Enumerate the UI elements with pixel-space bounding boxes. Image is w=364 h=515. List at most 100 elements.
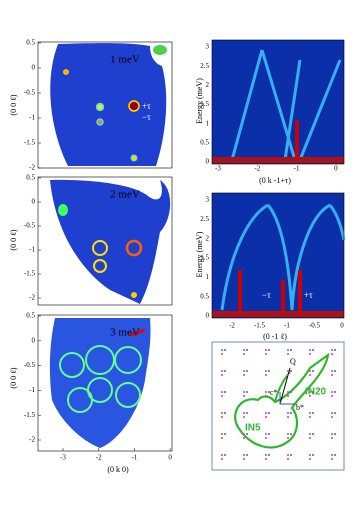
lattice-dot bbox=[268, 370, 270, 372]
lattice-dot bbox=[312, 349, 314, 351]
lattice-dot bbox=[221, 433, 223, 435]
x-tick-label: 0 bbox=[340, 322, 344, 330]
x-tick-label: -1 bbox=[294, 165, 300, 173]
lattice-dot bbox=[243, 395, 245, 397]
y-tick-label: 0 bbox=[32, 198, 36, 206]
lattice-dot bbox=[221, 454, 223, 456]
annotation: +τ bbox=[142, 101, 151, 111]
x-tick-label: -3 bbox=[60, 454, 66, 462]
lattice-dot bbox=[331, 416, 333, 418]
lattice-dot bbox=[331, 433, 333, 435]
lattice-dot bbox=[309, 374, 311, 376]
spot bbox=[131, 292, 137, 298]
lattice-dot bbox=[309, 458, 311, 460]
y-axis-label: (0 0 ℓ) bbox=[9, 94, 18, 115]
lattice-dot bbox=[287, 395, 289, 397]
lattice-dot bbox=[331, 349, 333, 351]
lattice-dot bbox=[334, 349, 336, 351]
y-tick-label: 0 bbox=[206, 158, 210, 166]
lattice-dot bbox=[246, 412, 248, 414]
map-panel-1 bbox=[37, 41, 173, 169]
y-tick-label: -1 bbox=[29, 386, 35, 394]
ring bbox=[92, 240, 108, 256]
lattice-dot bbox=[287, 353, 289, 355]
lattice-dot bbox=[224, 370, 226, 372]
lattice-dot bbox=[224, 454, 226, 456]
lattice-dot bbox=[265, 374, 267, 376]
lattice-dot bbox=[334, 370, 336, 372]
lattice-dot bbox=[312, 454, 314, 456]
lattice-dot bbox=[221, 395, 223, 397]
spot bbox=[63, 69, 69, 75]
lattice-dot bbox=[221, 416, 223, 418]
intensity-map bbox=[50, 179, 171, 304]
lattice-dot bbox=[224, 433, 226, 435]
panel-title: 2 meV bbox=[110, 189, 140, 201]
y-tick-label: 0.5 bbox=[200, 292, 209, 300]
y-tick-label: -1.5 bbox=[24, 139, 36, 147]
x-tick-label: -2 bbox=[96, 454, 102, 462]
y-tick-label: 2.5 bbox=[200, 62, 209, 70]
lattice-dot bbox=[312, 370, 314, 372]
lattice-dot bbox=[243, 437, 245, 439]
lattice-dot bbox=[290, 454, 292, 456]
lattice-dot bbox=[246, 349, 248, 351]
x-axis-label: (0 k -1+τ) bbox=[259, 176, 291, 185]
lattice-dot bbox=[331, 353, 333, 355]
spot bbox=[58, 204, 68, 216]
y-tick-label: -1 bbox=[29, 114, 35, 122]
lattice-dot bbox=[287, 412, 289, 414]
lattice-dot bbox=[331, 454, 333, 456]
lattice-dot bbox=[287, 433, 289, 435]
in5-label: IN5 bbox=[245, 423, 261, 434]
lattice-dot bbox=[265, 458, 267, 460]
lattice-dot bbox=[331, 374, 333, 376]
x-tick-label: -2 bbox=[254, 165, 260, 173]
elastic-line bbox=[212, 311, 344, 317]
dispersion-panel-2 bbox=[211, 192, 346, 319]
elastic-line bbox=[212, 157, 344, 163]
lattice-dot bbox=[224, 412, 226, 414]
lattice-dot bbox=[309, 370, 311, 372]
lattice-dot bbox=[221, 437, 223, 439]
lattice-dot bbox=[334, 433, 336, 435]
y-tick-label: 1 bbox=[206, 119, 210, 127]
lattice-dot bbox=[309, 395, 311, 397]
lattice-dot bbox=[265, 454, 267, 456]
lattice-dot bbox=[287, 370, 289, 372]
x-tick-label: 0 bbox=[168, 454, 172, 462]
lattice-dot bbox=[221, 349, 223, 351]
lattice-dot bbox=[331, 458, 333, 460]
lattice-dot bbox=[331, 412, 333, 414]
lattice-dot bbox=[243, 416, 245, 418]
ring bbox=[93, 259, 107, 273]
panel-title: 3 meV bbox=[110, 327, 140, 339]
lattice-dot bbox=[334, 412, 336, 414]
lattice-dot bbox=[268, 433, 270, 435]
lattice-dot bbox=[265, 349, 267, 351]
b-star-label: b* bbox=[296, 403, 304, 412]
x-tick-label: -1.5 bbox=[254, 322, 266, 330]
lattice-dot bbox=[334, 454, 336, 456]
x-tick-label: -1 bbox=[131, 454, 137, 462]
lattice-dot bbox=[224, 349, 226, 351]
lattice-dot bbox=[287, 416, 289, 418]
y-tick-label: 0.5 bbox=[26, 174, 35, 182]
lattice-dot bbox=[243, 374, 245, 376]
dispersion bbox=[220, 203, 346, 311]
y-tick-label: 0 bbox=[32, 336, 36, 344]
lattice-dot bbox=[221, 374, 223, 376]
y-tick-label: -0.5 bbox=[24, 89, 36, 97]
lattice-dot bbox=[265, 395, 267, 397]
lattice-dot bbox=[309, 454, 311, 456]
q-label: Q bbox=[290, 357, 296, 366]
lattice-dot bbox=[312, 412, 314, 414]
lattice-dot bbox=[224, 391, 226, 393]
x-tick-label: 0 bbox=[334, 165, 338, 173]
x-axis-label: (0 -1 ℓ) bbox=[263, 332, 287, 341]
lattice-dot bbox=[221, 370, 223, 372]
lattice-dot bbox=[287, 454, 289, 456]
lattice-dot bbox=[265, 391, 267, 393]
lattice-dot bbox=[268, 454, 270, 456]
